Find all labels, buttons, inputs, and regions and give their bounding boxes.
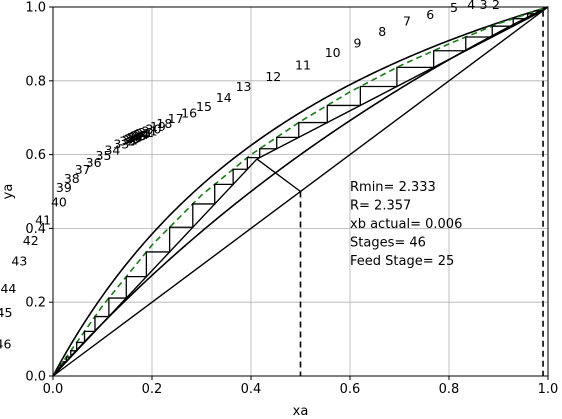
stage-label: 14	[216, 90, 232, 105]
x-axis-label: xa	[293, 404, 309, 419]
xb-annotation: xb actual= 0.006	[350, 217, 462, 232]
stage-label: 42	[23, 233, 39, 248]
stage-label: 30	[124, 132, 140, 147]
stage-label: 36	[86, 155, 102, 170]
stage-label: 19	[150, 119, 166, 134]
feed-stage-annotation: Feed Stage= 25	[350, 254, 454, 269]
result-annotations: Rmin= 2.333 R= 2.357 xb actual= 0.006 St…	[350, 180, 462, 269]
rectifying-line	[256, 10, 544, 160]
axis-ticks: 0.00.0 0.2 0.2 0.4 0.4 0.6 0.6 0.8 0.8 1.0 1.0	[25, 1, 558, 398]
stage-label: 31	[122, 133, 138, 148]
equilibrium-curve-upper	[52, 6, 549, 377]
stage-label: 38	[64, 171, 80, 186]
stage-label: 13	[236, 79, 252, 94]
x-tick-label: 0.4	[241, 382, 262, 397]
stage-label: 12	[265, 69, 281, 84]
stage-label: 20	[146, 122, 162, 137]
stage-label: 26	[130, 129, 146, 144]
q-line	[256, 158, 301, 193]
y-tick-label: 0.4	[25, 222, 46, 237]
stage-label: 17	[168, 111, 184, 126]
stage-label: 21	[142, 123, 158, 138]
stage-label: 8	[378, 24, 386, 39]
stage-label: 25	[131, 128, 147, 143]
stage-label: 22	[138, 125, 154, 140]
x-tick-label: 1.0	[538, 382, 559, 397]
reflux-annotation: R= 2.357	[350, 199, 411, 214]
stage-label: 10	[325, 45, 341, 60]
x-tick-label: 0.6	[340, 382, 361, 397]
stage-staircase	[54, 10, 544, 374]
stripping-line	[52, 158, 258, 377]
y-axis-label: ya	[1, 184, 16, 200]
stage-label: 24	[133, 127, 149, 142]
stage-label: 29	[125, 131, 141, 146]
rmin-annotation: Rmin= 2.333	[350, 180, 436, 195]
x-tick-label: 0.2	[142, 382, 163, 397]
stage-label: 27	[128, 129, 144, 144]
stage-label: 40	[51, 194, 67, 209]
y-tick-label: 0.8	[25, 74, 46, 89]
stage-label: 44	[0, 281, 16, 296]
y-tick-label: 0.2	[25, 296, 46, 311]
stage-label: 15	[196, 99, 212, 114]
stage-label: 45	[0, 305, 12, 320]
stage-steps	[54, 10, 544, 374]
stage-label: 7	[403, 13, 411, 28]
stage-label: 46	[0, 336, 11, 351]
stage-label: 32	[119, 134, 135, 149]
stage-label: 11	[295, 58, 311, 73]
stage-label: 3	[480, 0, 488, 12]
stage-label: 43	[11, 253, 27, 268]
stage-label: 23	[135, 126, 151, 141]
stage-label: 39	[56, 180, 72, 195]
y-tick-label: 1.0	[25, 1, 46, 16]
stage-label: 41	[35, 213, 51, 228]
y-tick-label: 0.0	[25, 370, 46, 385]
stage-label: 16	[181, 106, 197, 121]
stage-label: 2	[492, 0, 500, 12]
stages-annotation: Stages= 46	[350, 236, 426, 251]
stage-label: 18	[156, 116, 172, 131]
stage-label: 28	[127, 130, 143, 145]
stage-label: 9	[353, 36, 361, 51]
stage-label: 35	[96, 148, 112, 163]
stage-label: 34	[104, 143, 120, 158]
plot-frame	[52, 6, 549, 377]
stage-label: 5	[450, 0, 458, 15]
x-tick-label: 0.0	[43, 382, 64, 397]
x-tick-label: 0.8	[439, 382, 460, 397]
stage-label: 6	[426, 7, 434, 22]
y-tick-label: 0.6	[25, 148, 46, 163]
stage-label: 4	[467, 0, 475, 12]
stage-label: 33	[113, 137, 129, 152]
stage-labels: 2345678910111213141516171819202122232425…	[0, 0, 500, 351]
stage-label: 37	[75, 162, 91, 177]
